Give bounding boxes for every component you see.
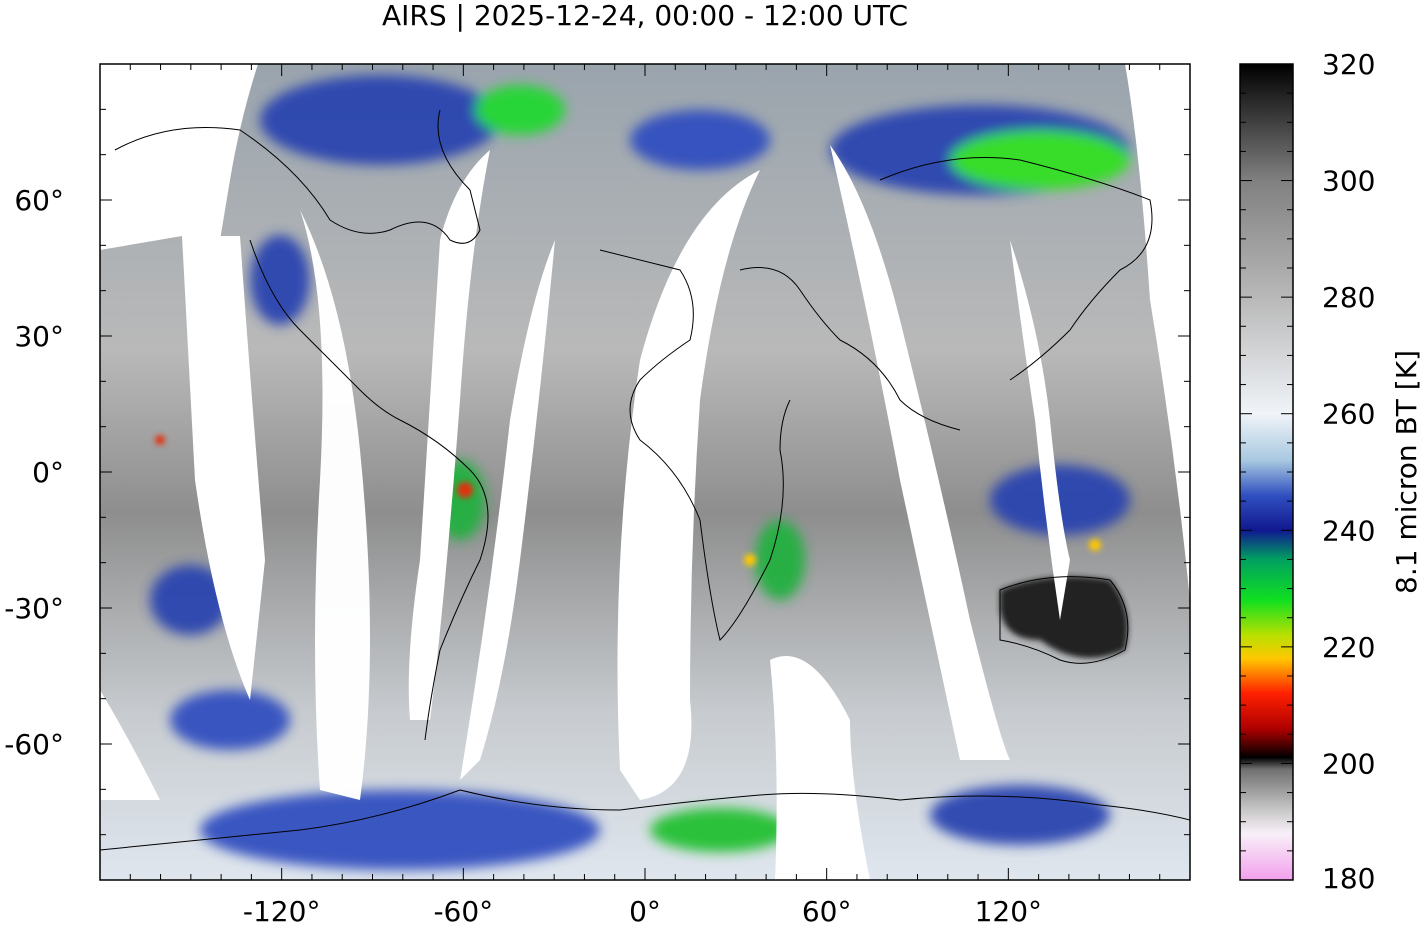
y-tick-label: 0° <box>32 456 64 489</box>
colorbar <box>1239 63 1294 881</box>
colorbar-tick-label: 300 <box>1322 165 1375 198</box>
map-title: AIRS | 2025-12-24, 00:00 - 12:00 UTC <box>382 0 908 32</box>
colorbar-tick-label: 260 <box>1322 398 1375 431</box>
x-tick-label: -60° <box>433 895 493 928</box>
colorbar-ticks <box>1240 92 1293 852</box>
y-tick-label: 30° <box>14 320 64 353</box>
swath-gaps <box>100 64 1190 880</box>
map-minor-ticks <box>100 64 1190 880</box>
colorbar-tick-labels: 320 300 280 260 240 220 200 180 <box>1322 48 1375 895</box>
brightness-temperature-field <box>100 64 1190 880</box>
x-tick-label: -120° <box>243 895 321 928</box>
x-tick-label: 120° <box>975 895 1042 928</box>
x-axis-tick-labels: -120° -60° 0° 60° 120° <box>243 895 1042 928</box>
y-tick-label: -30° <box>4 592 64 625</box>
y-axis-tick-labels: 60° 30° 0° -30° -60° <box>4 184 64 761</box>
x-tick-label: 60° <box>802 895 852 928</box>
colorbar-tick-label: 200 <box>1322 747 1375 780</box>
colorbar-tick-label: 180 <box>1322 862 1375 895</box>
colorbar-tick-label: 240 <box>1322 514 1375 547</box>
colorbar-tick-label: 320 <box>1322 48 1375 81</box>
colorbar-label: 8.1 micron BT [K] <box>1390 350 1421 594</box>
y-tick-label: 60° <box>14 184 64 217</box>
x-tick-label: 0° <box>629 895 661 928</box>
coastlines <box>100 109 1190 851</box>
y-tick-label: -60° <box>4 728 64 761</box>
colorbar-tick-label: 220 <box>1322 631 1375 664</box>
colorbar-tick-label: 280 <box>1322 281 1375 314</box>
